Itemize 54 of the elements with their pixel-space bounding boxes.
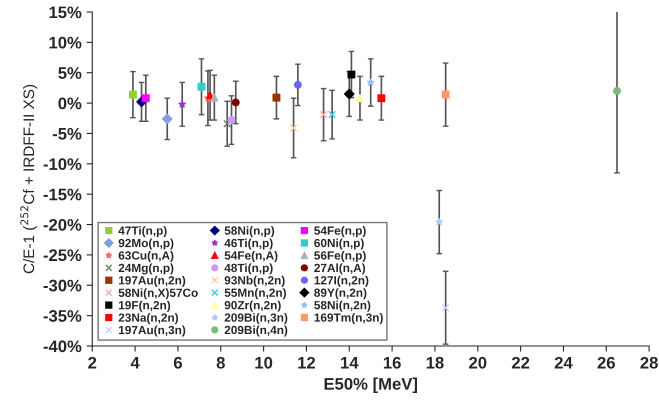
x-tick-label: 12	[298, 356, 316, 368]
legend-label: 93Nb(n,2n)	[224, 276, 285, 287]
y-tick-label: -5%	[52, 128, 82, 140]
legend-label: 48Ti(n,p)	[224, 263, 273, 274]
x-tick-label: 28	[640, 356, 658, 369]
x-tick-label: 4	[130, 357, 140, 368]
legend-label: 47Ti(n,p)	[118, 226, 167, 238]
legend-label: 56Fe(n,p)	[314, 250, 366, 262]
y-tick-label: -20%	[44, 218, 82, 231]
x-tick-label: 20	[469, 356, 486, 369]
x-tick-label: 8	[216, 356, 225, 369]
x-tick-label: 2	[88, 356, 96, 368]
y-tick-label: 0%	[58, 97, 82, 110]
y-tick-label: -40%	[44, 340, 82, 352]
legend-label: 27Al(n,A)	[314, 263, 366, 274]
x-tick-label: 16	[384, 356, 401, 369]
y-tick-label: 10%	[50, 36, 82, 49]
y-tick-label: -15%	[44, 188, 82, 200]
x-axis-title: E50% [MeV]	[324, 378, 417, 394]
legend-label: 23Na(n,2n)	[118, 313, 178, 324]
legend-label: 92Mo(n,p)	[118, 238, 174, 250]
y-tick-label: -10%	[44, 158, 82, 170]
legend-label: 54Fe(n,A)	[224, 250, 278, 262]
legend-label: 63Cu(n,A)	[118, 250, 174, 262]
legend-label: 24Mg(n,p)	[118, 263, 174, 274]
x-tick-label: 24	[554, 356, 573, 368]
legend-label: 58Ni(n,2n)	[314, 300, 370, 312]
legend-label: 127I(n,2n)	[314, 276, 368, 287]
x-tick-label: 18	[426, 356, 444, 369]
y-tick-label: -30%	[44, 280, 82, 292]
x-tick-label: 14	[341, 357, 358, 368]
legend-label: 197Au(n,3n)	[118, 326, 186, 337]
legend-label: 90Zr(n,2n)	[224, 300, 281, 312]
legend-label: 55Mn(n,2n)	[224, 288, 286, 300]
legend-label: 58Ni(n,p)	[224, 226, 274, 238]
x-tick-label: 22	[512, 356, 530, 368]
y-axis-title: C/E-1 ($^{252}$Cf + IRDFF-II XS)	[20, 84, 38, 274]
y-tick-label: 15%	[50, 6, 82, 18]
legend-label: 209Bi(n,3n)	[224, 313, 288, 324]
x-tick-label: 10	[255, 356, 272, 369]
x-tick-label: 26	[598, 356, 615, 369]
legend-label: 60Ni(n,p)	[314, 238, 364, 250]
legend-label: 19F(n,2n)	[118, 300, 170, 312]
legend-label: 209Bi(n,4n)	[224, 326, 288, 337]
y-tick-label: -25%	[44, 249, 82, 262]
y-tick-label: 5%	[58, 67, 82, 79]
legend-label: 169Tm(n,3n)	[314, 313, 383, 324]
legend-label: 46Ti(n,p)	[224, 238, 273, 250]
legend-label: 89Y(n,2n)	[314, 288, 366, 300]
y-tick-label: -35%	[44, 310, 82, 322]
legend-label: 54Fe(n,p)	[314, 226, 366, 238]
legend-label: 197Au(n,2n)	[118, 276, 186, 287]
x-tick-label: 6	[174, 356, 182, 369]
legend-label: 58Ni(n,X)57Co	[118, 288, 198, 300]
